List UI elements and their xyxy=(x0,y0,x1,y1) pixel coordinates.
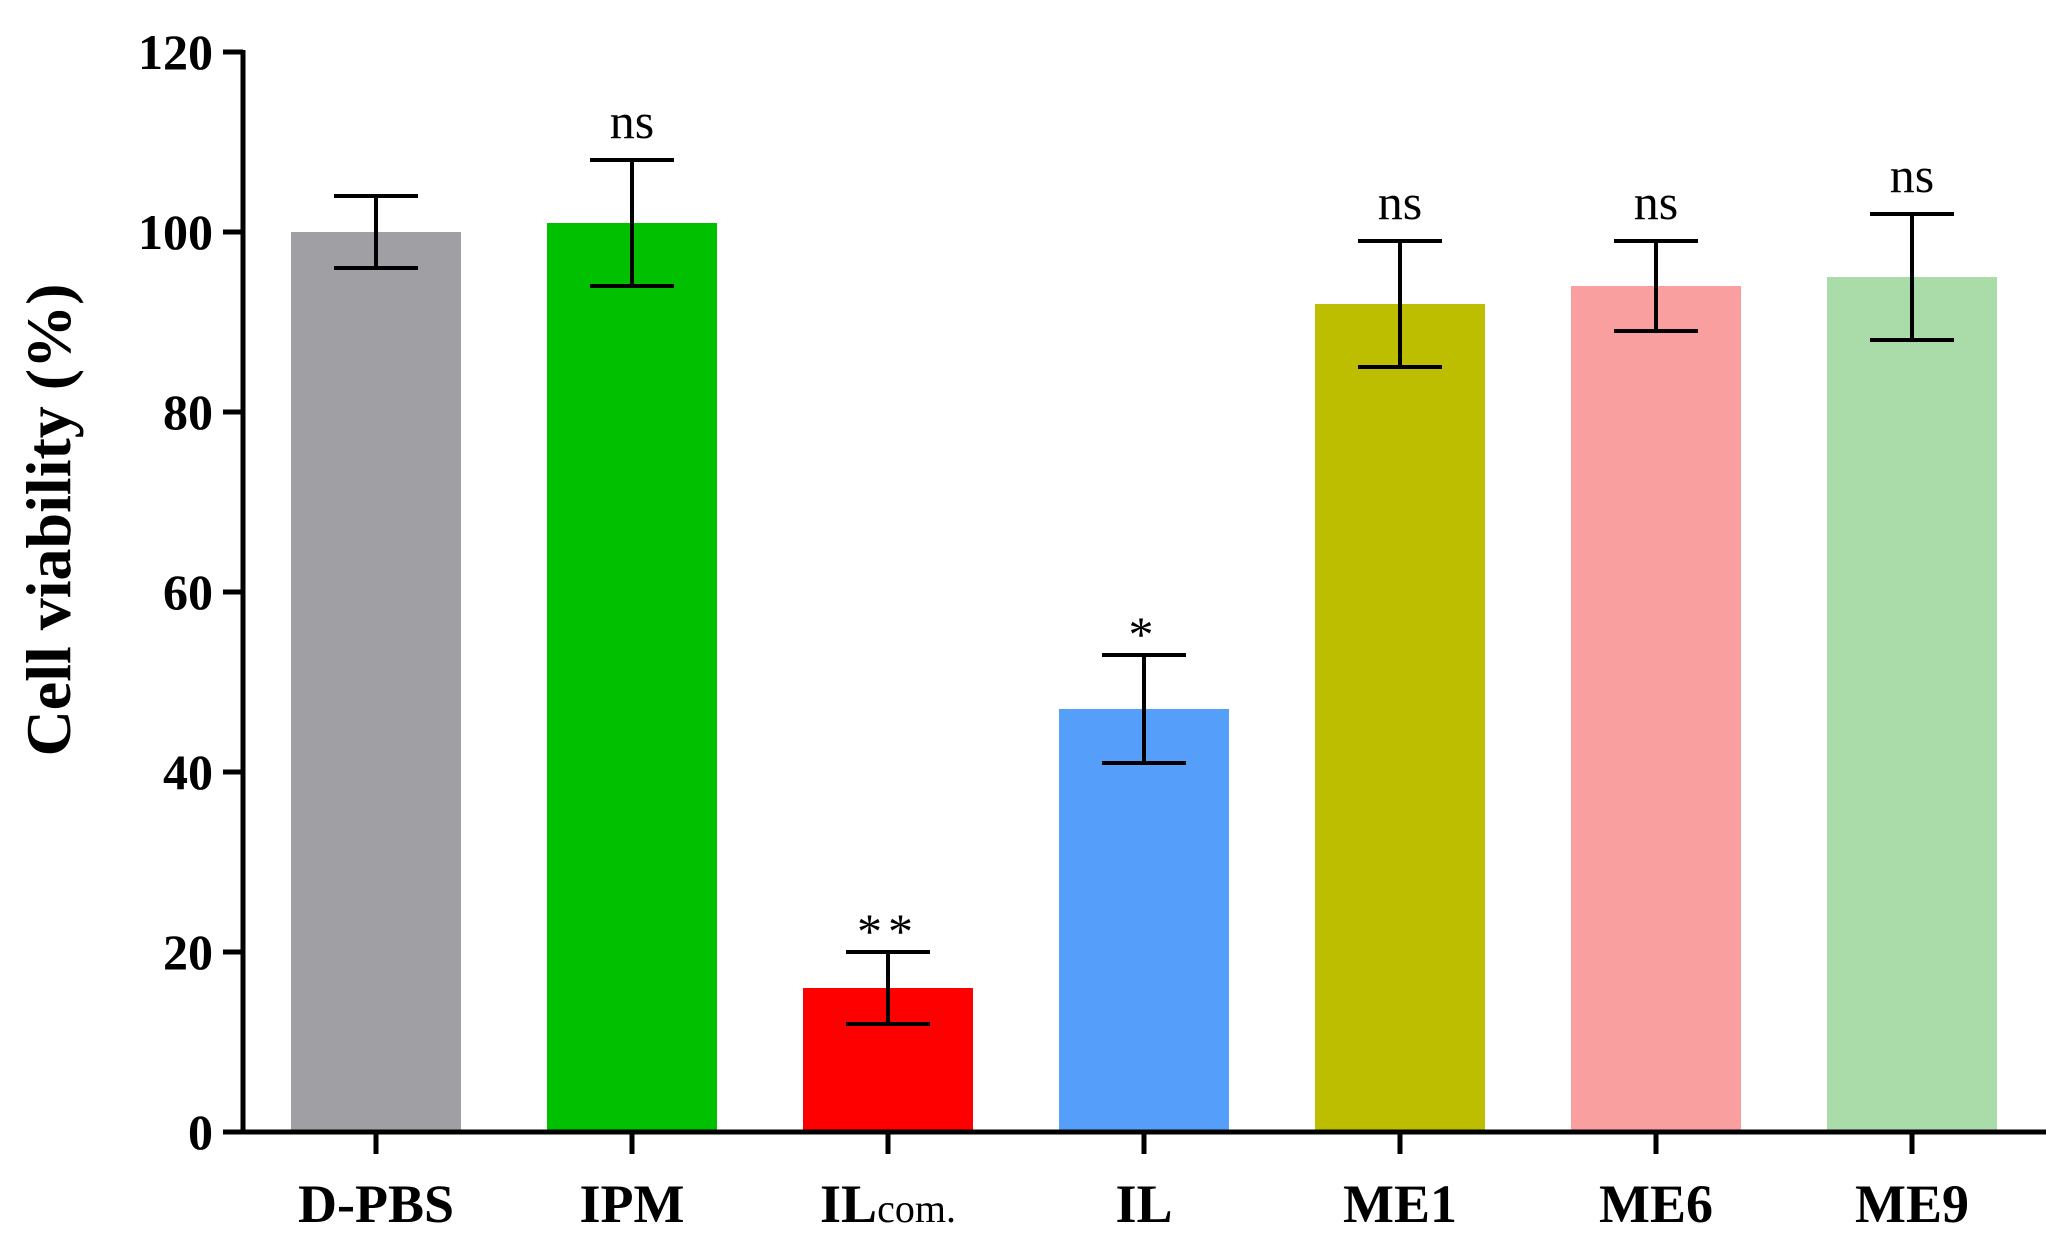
bar xyxy=(1571,286,1741,1132)
x-tick-label-main: IL xyxy=(1115,1174,1172,1234)
x-tick-label: IL xyxy=(1115,1174,1172,1234)
y-tick-label: 0 xyxy=(188,1104,213,1160)
significance-label: ns xyxy=(1890,147,1934,203)
x-tick-label-main: IL xyxy=(820,1174,877,1234)
significance-label: ns xyxy=(1634,174,1678,230)
x-tick-label: IPM xyxy=(580,1174,685,1234)
y-tick-label: 120 xyxy=(138,24,213,80)
x-tick-label: ME9 xyxy=(1855,1174,1969,1234)
x-tick-label: ILcom. xyxy=(820,1174,956,1234)
x-tick-label-main: ME9 xyxy=(1855,1174,1969,1234)
bar xyxy=(1315,304,1485,1132)
x-tick-label: ME1 xyxy=(1343,1174,1457,1234)
labels-layer: D-PBSnsIPM**ILcom.*ILnsME1nsME6nsME90204… xyxy=(138,24,1969,1234)
y-tick-label: 60 xyxy=(163,564,213,620)
x-tick-label-main: IPM xyxy=(580,1174,685,1234)
x-tick-label: D-PBS xyxy=(298,1174,454,1234)
x-tick-label: ME6 xyxy=(1599,1174,1713,1234)
significance-label: ns xyxy=(1378,174,1422,230)
y-tick-label: 100 xyxy=(138,204,213,260)
x-tick-label-main: D-PBS xyxy=(298,1174,454,1234)
x-tick-label-main: ME6 xyxy=(1599,1174,1713,1234)
bar xyxy=(1827,277,1997,1132)
x-tick-label-sub: com. xyxy=(877,1186,956,1231)
y-axis-title-group: Cell viability (%) xyxy=(13,284,84,757)
bar xyxy=(1059,709,1229,1132)
significance-label: ns xyxy=(610,93,654,149)
y-tick-label: 40 xyxy=(163,744,213,800)
bars-layer xyxy=(291,158,1997,1132)
x-tick-label-main: ME1 xyxy=(1343,1174,1457,1234)
y-axis-title: Cell viability (%) xyxy=(13,284,84,757)
significance-label: * xyxy=(1129,606,1160,662)
bar xyxy=(291,232,461,1132)
y-tick-label: 20 xyxy=(163,924,213,980)
axes-layer xyxy=(223,49,2046,1154)
significance-label: ** xyxy=(857,903,919,959)
y-tick-label: 80 xyxy=(163,384,213,440)
bar xyxy=(547,223,717,1132)
